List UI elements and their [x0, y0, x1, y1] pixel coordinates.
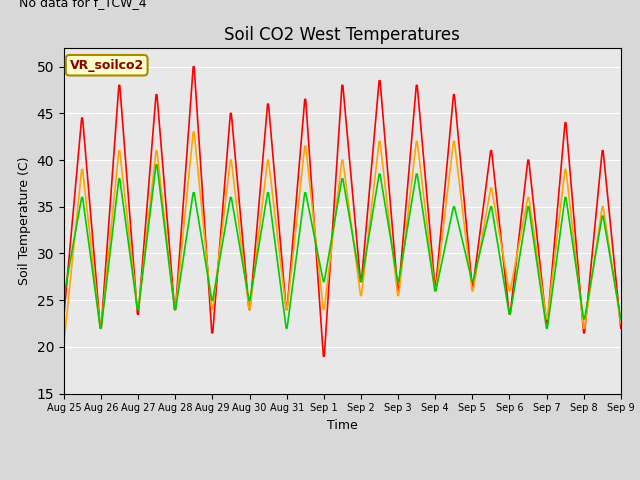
TCW_1 — [204, 274, 212, 280]
TCW_3 — [205, 280, 213, 286]
TCW_3 — [97, 325, 104, 331]
TCW_3 — [152, 162, 160, 168]
Line: TCW_3: TCW_3 — [64, 165, 621, 328]
Legend: TCW_1, TCW_2, TCW_3: TCW_1, TCW_2, TCW_3 — [196, 476, 488, 480]
TCW_3 — [481, 228, 489, 233]
TCW_3 — [60, 293, 68, 299]
TCW_2 — [313, 246, 321, 252]
Text: No data for f_TCW_4: No data for f_TCW_4 — [19, 0, 147, 10]
TCW_3 — [161, 223, 168, 228]
TCW_2 — [60, 339, 68, 345]
Title: Soil CO2 West Temperatures: Soil CO2 West Temperatures — [225, 25, 460, 44]
Line: TCW_1: TCW_1 — [64, 67, 621, 356]
TCW_3 — [314, 251, 322, 256]
TCW_1 — [434, 263, 442, 269]
TCW_1 — [617, 325, 625, 331]
TCW_1 — [481, 191, 489, 196]
TCW_2 — [389, 252, 397, 258]
TCW_2 — [480, 223, 488, 229]
TCW_2 — [189, 129, 197, 135]
TCW_1 — [159, 160, 166, 166]
TCW_1 — [319, 353, 327, 359]
TCW_1 — [60, 312, 68, 317]
Line: TCW_2: TCW_2 — [64, 132, 621, 342]
Y-axis label: Soil Temperature (C): Soil Temperature (C) — [18, 156, 31, 285]
TCW_3 — [390, 256, 398, 262]
TCW_1 — [390, 244, 398, 250]
X-axis label: Time: Time — [327, 419, 358, 432]
TCW_3 — [434, 279, 442, 285]
TCW_2 — [204, 269, 212, 275]
TCW_2 — [617, 321, 625, 326]
TCW_1 — [313, 259, 321, 264]
TCW_3 — [617, 316, 625, 322]
TCW_2 — [433, 280, 440, 286]
TCW_2 — [159, 198, 166, 204]
TCW_1 — [189, 64, 197, 70]
Text: VR_soilco2: VR_soilco2 — [70, 59, 144, 72]
